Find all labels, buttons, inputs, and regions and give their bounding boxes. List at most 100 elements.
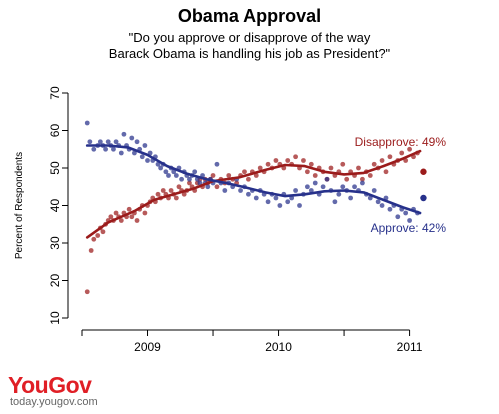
disapprove-point <box>253 173 259 178</box>
approve-point <box>187 176 192 182</box>
disapprove-point <box>312 173 318 178</box>
disapprove-point <box>84 289 90 295</box>
approve-point <box>332 199 338 205</box>
approve-point <box>97 139 103 145</box>
disapprove-point <box>155 191 161 197</box>
disapprove-point <box>308 161 314 167</box>
approve-point <box>367 195 373 201</box>
disapprove-point <box>399 150 405 156</box>
y-tick-label: 60 <box>48 124 62 138</box>
approve-point <box>163 169 169 175</box>
yougov-logo: YouGov <box>8 372 92 398</box>
trend-lines <box>85 144 422 239</box>
approve-point <box>375 199 381 205</box>
disapprove-point <box>210 173 216 178</box>
approve-point <box>407 218 412 223</box>
approve-point <box>142 143 148 148</box>
approve-point <box>145 158 150 163</box>
approve-point <box>324 176 330 182</box>
disapprove-point <box>242 169 247 175</box>
approve-point <box>113 139 119 145</box>
approve-point <box>166 173 171 178</box>
y-tick-label: 70 <box>48 86 62 100</box>
approve-point <box>371 188 377 193</box>
chart-axes: 10 20 30 40 50 60 70 Percent of Respondents 2009… <box>14 86 423 354</box>
approve-point <box>285 199 291 205</box>
approve-point <box>253 195 259 201</box>
disapprove-point <box>173 195 179 201</box>
disapprove-point <box>344 176 350 182</box>
disapprove-point <box>356 165 361 171</box>
approve-point <box>352 184 357 190</box>
disapprove-point <box>100 229 106 235</box>
disapprove-point <box>226 173 232 178</box>
approve-point <box>297 203 302 208</box>
yougov-url: today.yougov.com <box>10 396 98 408</box>
approve-point <box>121 131 127 137</box>
approve-point <box>348 195 354 201</box>
approve-point <box>158 165 164 171</box>
approve-point <box>155 161 161 167</box>
disapprove-point <box>301 158 306 163</box>
disapprove-point <box>160 188 166 193</box>
disapprove-point <box>379 158 385 163</box>
disapprove-point <box>214 184 220 190</box>
disapprove-point <box>257 165 263 171</box>
disapprove-point <box>285 158 291 163</box>
approve-point <box>205 184 211 190</box>
x-tick-label: 2009 <box>134 340 161 354</box>
approve-point <box>336 191 342 197</box>
approve-point <box>179 176 184 182</box>
disapprove-point <box>340 161 346 167</box>
disapprove-point <box>113 210 119 216</box>
approve-point <box>139 154 145 160</box>
approve-point <box>197 180 203 186</box>
disapprove-point <box>407 146 412 152</box>
approve-point <box>129 135 135 141</box>
approve-point <box>277 203 283 208</box>
disapprove-point <box>118 218 124 223</box>
disapprove-point <box>273 158 279 163</box>
approve-point <box>395 214 401 220</box>
approve-point <box>312 180 318 186</box>
disapprove-point <box>134 218 140 223</box>
approve-point <box>134 139 140 145</box>
y-tick-label: 10 <box>48 311 62 325</box>
disapprove-point <box>304 169 310 175</box>
approve-point <box>246 191 251 197</box>
approve-point <box>304 184 310 190</box>
disapprove-point <box>387 154 393 160</box>
disapprove-point <box>126 206 132 212</box>
disapprove-point <box>383 169 389 175</box>
approve-point <box>87 139 93 145</box>
approval-chart: 10 20 30 40 50 60 70 Percent of Respondents 2009… <box>14 86 446 354</box>
approve-point <box>147 150 153 156</box>
y-tick-label: 30 <box>48 236 62 250</box>
disapprove-point <box>265 161 271 167</box>
approve-point <box>360 180 365 186</box>
y-tick-label: 20 <box>48 274 62 288</box>
approve-point <box>214 161 220 167</box>
disapprove-point <box>371 161 377 167</box>
disapprove-point <box>142 210 148 216</box>
y-tick-label: 50 <box>48 161 62 175</box>
approve-trend-line <box>85 144 422 215</box>
disapprove-point <box>168 188 174 193</box>
disapprove-point <box>187 180 192 186</box>
disapprove-point <box>360 176 365 182</box>
approve-point <box>132 150 137 156</box>
disapprove-point <box>246 176 251 182</box>
disapprove-point <box>95 233 101 238</box>
approve-point <box>192 169 198 175</box>
x-tick-label: 2011 <box>397 340 423 354</box>
disapprove-trend-line <box>85 149 422 239</box>
x-tick-label: 2010 <box>265 340 292 354</box>
y-axis-label: Percent of Respondents <box>14 152 25 259</box>
disapprove-point <box>176 184 182 190</box>
approve-point <box>308 188 314 193</box>
approve-point <box>293 188 298 193</box>
approve-point <box>273 195 279 201</box>
disapprove-point <box>293 154 298 160</box>
approve-point <box>84 120 90 126</box>
approve-point <box>171 169 177 175</box>
